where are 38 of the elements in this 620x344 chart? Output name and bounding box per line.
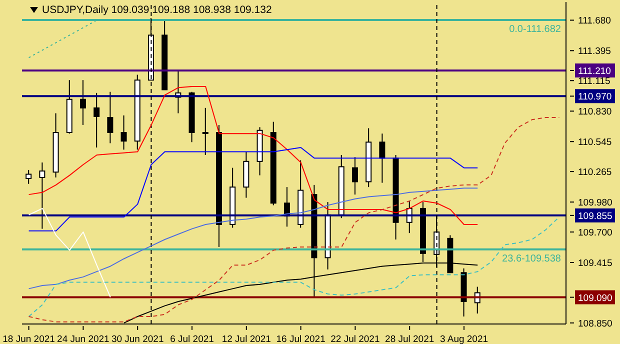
candlestick bbox=[379, 133, 386, 184]
y-tick-label: 109.415 bbox=[578, 258, 612, 269]
annotation: 0.0-111.682 bbox=[509, 24, 562, 36]
annotation: 23.6-109.538 bbox=[502, 253, 562, 264]
candlestick bbox=[120, 114, 127, 150]
y-tick-label: 110.545 bbox=[578, 137, 612, 148]
x-tick-label: 6 Jul 2021 bbox=[170, 334, 214, 344]
candlestick bbox=[202, 107, 208, 156]
x-tick-label: 16 Jul 2021 bbox=[276, 334, 326, 344]
candlestick bbox=[352, 156, 358, 196]
x-tick-label: 30 Jun 2021 bbox=[111, 334, 164, 344]
candlestick bbox=[94, 92, 100, 148]
x-tick-label: 18 Jun 2021 bbox=[2, 334, 55, 344]
y-tick-label: 109.980 bbox=[578, 198, 612, 209]
candlestick bbox=[80, 80, 86, 126]
y-tick-label: 111.115 bbox=[578, 76, 610, 88]
line-series bbox=[28, 216, 560, 318]
y-tick-label: 110.970 bbox=[578, 92, 612, 103]
line-series bbox=[28, 86, 478, 226]
y-tick-label: 111.395 bbox=[578, 46, 611, 58]
line-series bbox=[28, 208, 111, 298]
y-tick-label: 109.700 bbox=[578, 228, 612, 238]
chart-title: USDJPY,Daily 109.039 109.188 108.938 109.132 bbox=[42, 4, 272, 16]
y-tick-label: 109.090 bbox=[578, 292, 612, 304]
x-tick-label: 24 Jun 2021 bbox=[57, 334, 110, 344]
y-tick-label: 109.855 bbox=[578, 210, 612, 222]
candlestick bbox=[107, 91, 114, 144]
y-tick-label: 108.850 bbox=[578, 318, 612, 330]
y-tick-label: 110.830 bbox=[578, 106, 612, 118]
x-tick-label: 12 Jul 2021 bbox=[222, 334, 271, 344]
y-tick-label: 111.210 bbox=[578, 66, 611, 77]
x-tick-label: 28 Jul 2021 bbox=[385, 334, 434, 344]
y-tick-label: 110.265 bbox=[578, 167, 612, 178]
x-tick-label: 22 Jul 2021 bbox=[330, 334, 380, 344]
candlestick bbox=[26, 169, 32, 184]
x-tick-label: 3 Aug 2021 bbox=[440, 334, 488, 344]
y-tick-label: 111.680 bbox=[578, 16, 611, 27]
line-series bbox=[28, 188, 478, 290]
